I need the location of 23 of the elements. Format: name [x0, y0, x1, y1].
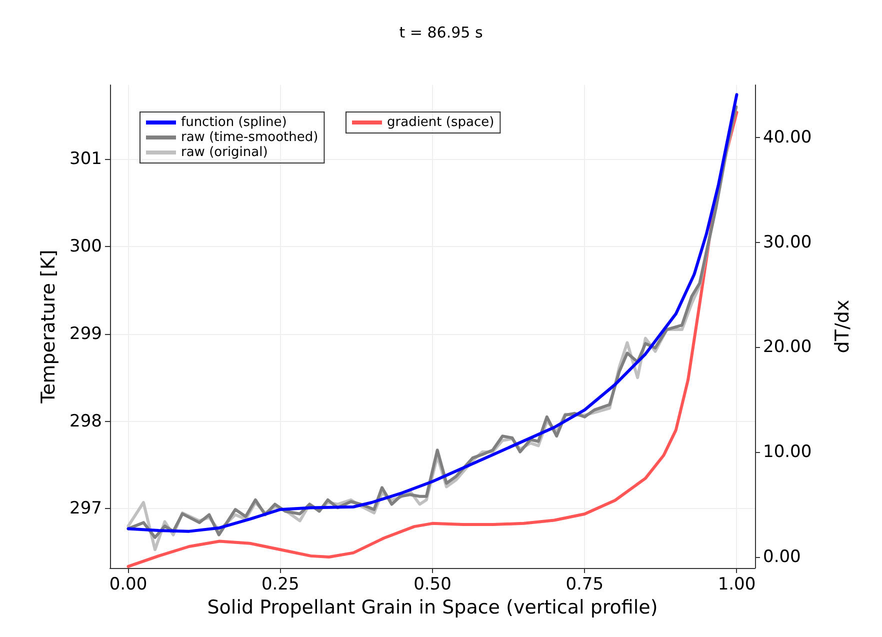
legend-label: gradient (space)	[387, 115, 494, 130]
chart-title: t = 86.95 s	[399, 24, 483, 42]
y2-tick-label: 30.00	[763, 232, 812, 252]
x-axis-title: Solid Propellant Grain in Space (vertical profile)	[207, 596, 658, 618]
y-axis-title: Temperature [K]	[38, 250, 60, 404]
x-tick-label: 0.75	[566, 574, 604, 594]
y-tick-label: 300	[70, 236, 102, 257]
y2-axis-title: dT/dx	[832, 300, 854, 354]
x-tick-label: 0.25	[261, 574, 300, 594]
x-tick-label: 0.00	[109, 574, 148, 594]
y-tick-label: 297	[70, 498, 102, 519]
x-tick-label: 1.00	[718, 574, 756, 594]
y2-tick-label: 0.00	[763, 546, 801, 567]
y2-tick-label: 40.00	[763, 127, 812, 148]
legend-label: raw (original)	[181, 145, 268, 160]
y2-tick-label: 20.00	[763, 337, 812, 358]
y2-tick-label: 10.00	[763, 442, 812, 462]
y-tick-label: 301	[70, 149, 102, 170]
legend-label: function (spline)	[181, 115, 287, 130]
y-tick-label: 298	[70, 411, 102, 432]
y-tick-label: 299	[70, 324, 102, 344]
legend-label: raw (time-smoothed)	[181, 130, 318, 145]
x-tick-label: 0.50	[414, 574, 452, 594]
